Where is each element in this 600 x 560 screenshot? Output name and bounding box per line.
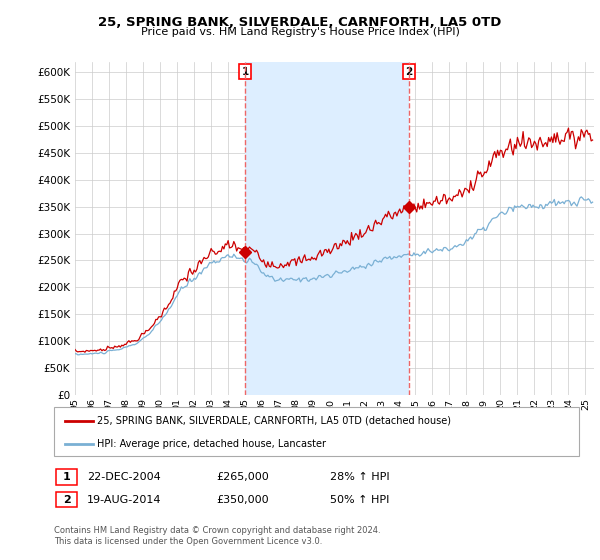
Text: 2: 2 (406, 67, 413, 77)
Text: Price paid vs. HM Land Registry's House Price Index (HPI): Price paid vs. HM Land Registry's House … (140, 27, 460, 37)
Text: 50% ↑ HPI: 50% ↑ HPI (330, 494, 389, 505)
Text: 28% ↑ HPI: 28% ↑ HPI (330, 472, 389, 482)
Text: 25, SPRING BANK, SILVERDALE, CARNFORTH, LA5 0TD: 25, SPRING BANK, SILVERDALE, CARNFORTH, … (98, 16, 502, 29)
Text: 1: 1 (63, 472, 70, 482)
Text: HPI: Average price, detached house, Lancaster: HPI: Average price, detached house, Lanc… (97, 439, 326, 449)
Text: £350,000: £350,000 (216, 494, 269, 505)
Bar (245, 62, 409, 395)
Text: 22-DEC-2004: 22-DEC-2004 (87, 472, 161, 482)
Text: £265,000: £265,000 (216, 472, 269, 482)
Text: Contains HM Land Registry data © Crown copyright and database right 2024.
This d: Contains HM Land Registry data © Crown c… (54, 526, 380, 546)
Text: 25, SPRING BANK, SILVERDALE, CARNFORTH, LA5 0TD (detached house): 25, SPRING BANK, SILVERDALE, CARNFORTH, … (97, 416, 451, 426)
Text: 19-AUG-2014: 19-AUG-2014 (87, 494, 161, 505)
Text: 2: 2 (63, 494, 70, 505)
Text: 1: 1 (242, 67, 249, 77)
